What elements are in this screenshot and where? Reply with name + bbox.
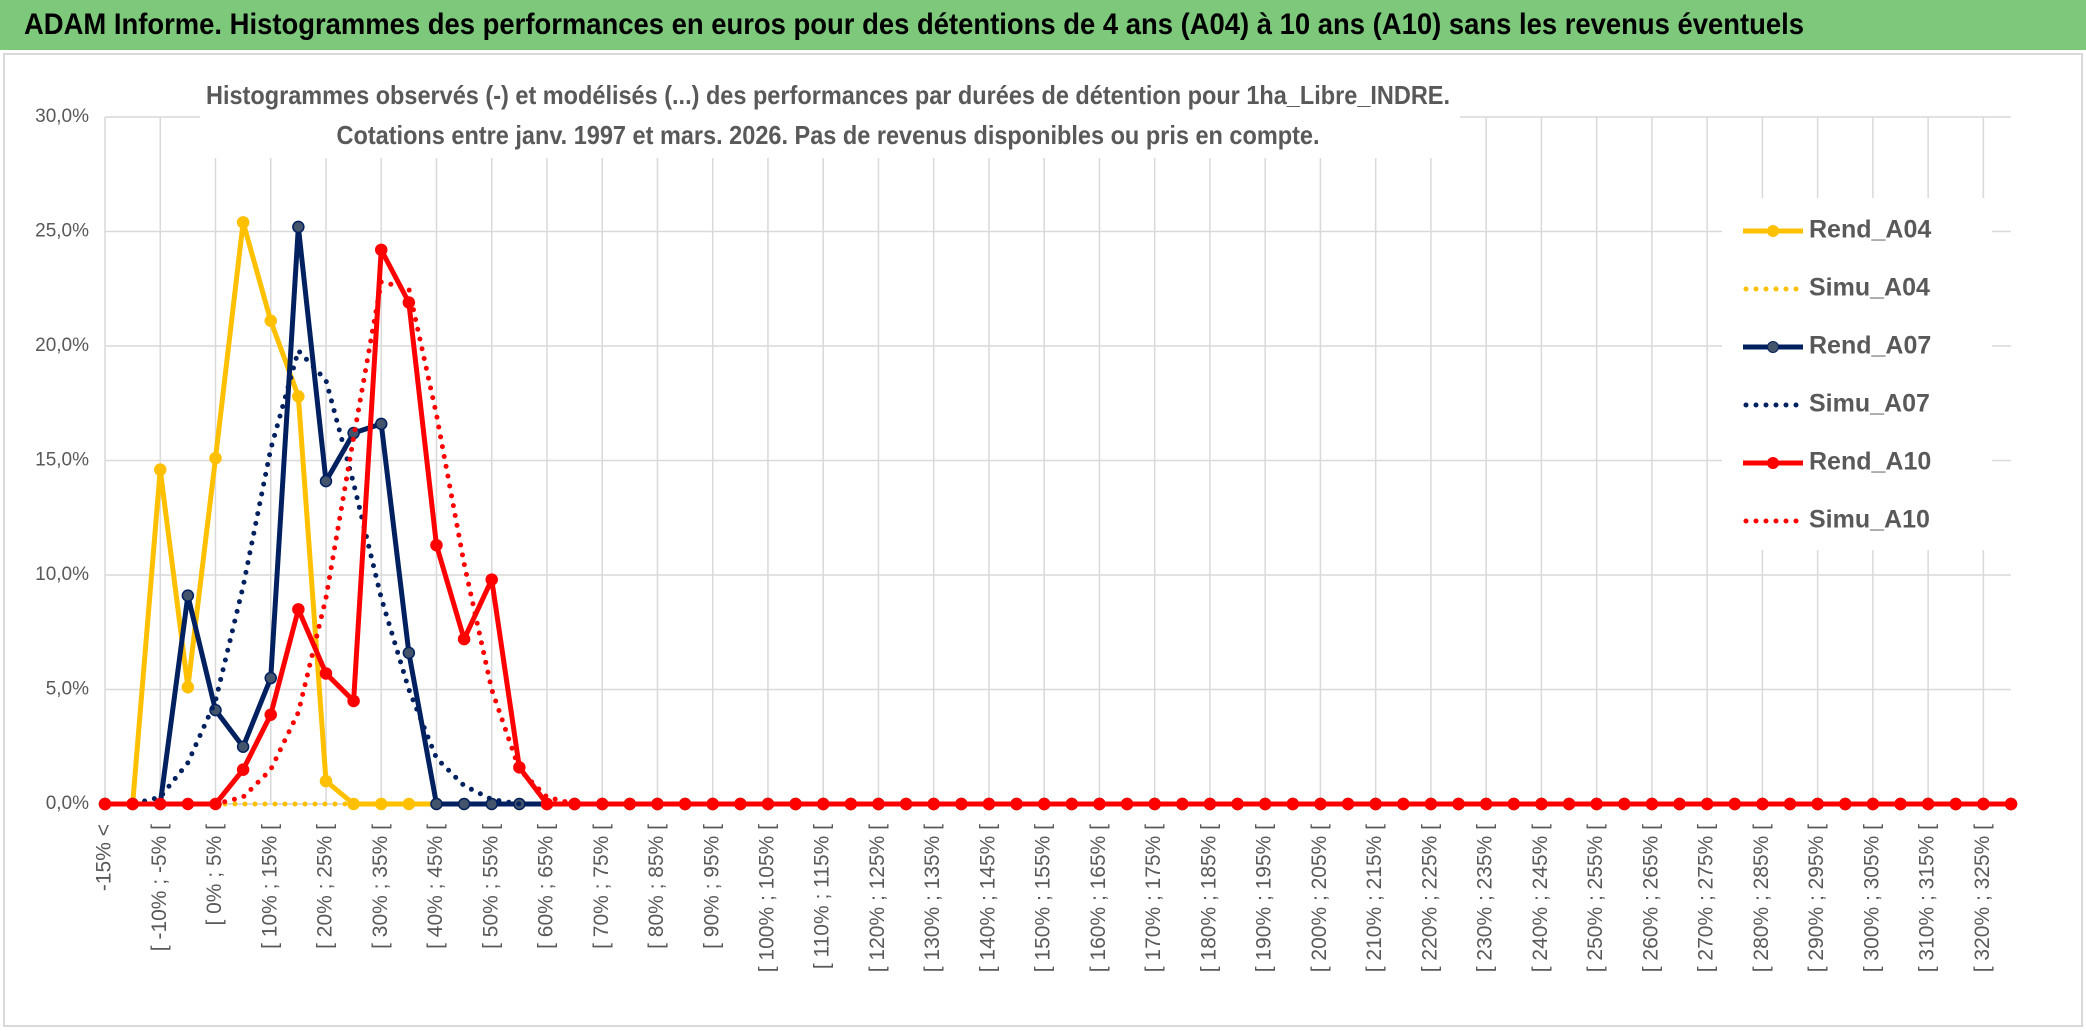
legend-marker	[1767, 225, 1779, 237]
x-tick-label: [ 240% ; 245% [	[1529, 824, 1552, 972]
x-tick-label: [ -10% ; -5% [	[148, 824, 171, 951]
x-tick-label: [ 30% ; 35% [	[369, 824, 392, 949]
series-line	[102, 279, 2014, 807]
x-tick-label: [ 220% ; 225% [	[1418, 824, 1441, 972]
chart-frame	[3, 53, 2083, 1027]
y-tick-label: 0,0%	[46, 793, 89, 814]
legend-label: Rend_A10	[1809, 448, 1931, 476]
x-tick-label: [ 180% ; 185% [	[1197, 824, 1220, 972]
x-tick-label: [ 310% ; 315% [	[1916, 824, 1939, 972]
y-tick-label: 5,0%	[46, 679, 89, 700]
x-tick-label: [ 150% ; 155% [	[1032, 824, 1055, 972]
x-tick-label: [ 10% ; 15% [	[258, 824, 281, 949]
point	[264, 708, 277, 721]
x-tick-label: [ 270% ; 275% [	[1695, 824, 1718, 972]
point	[347, 694, 360, 708]
point	[319, 474, 333, 488]
subtitle: Histogrammes observés (-) et modélisés (…	[206, 80, 1450, 110]
point	[430, 797, 443, 811]
point	[457, 797, 471, 811]
x-tick-label: [ 90% ; 95% [	[700, 824, 723, 949]
legend-label: Rend_A07	[1809, 332, 1931, 360]
x-tick-label: [ 50% ; 55% [	[479, 824, 502, 949]
y-tick-label: 20,0%	[35, 335, 89, 356]
legend-box	[1722, 198, 1992, 550]
point	[430, 538, 443, 552]
chart-title: ADAM Informe. Histogrammes des performan…	[24, 8, 1804, 41]
x-tick-label: [ 230% ; 235% [	[1474, 824, 1497, 972]
x-tick-label: [ 120% ; 125% [	[866, 824, 889, 972]
legend-label: Simu_A10	[1809, 506, 1930, 534]
x-tick-label: [ 280% ; 285% [	[1750, 824, 1773, 972]
point	[236, 763, 250, 776]
x-tick-label: [ 20% ; 25% [	[314, 824, 337, 949]
point	[181, 589, 195, 602]
point	[2004, 797, 2018, 811]
x-tick-label: -15% <	[93, 824, 116, 891]
point	[319, 774, 333, 788]
point	[236, 216, 250, 229]
x-tick-label: [ 170% ; 175% [	[1142, 824, 1165, 972]
point	[540, 797, 554, 811]
x-tick-label: [ 130% ; 135% [	[921, 824, 944, 972]
x-tick-label: [ 80% ; 85% [	[645, 824, 668, 949]
legend-marker	[1767, 341, 1779, 353]
x-tick-label: [ 260% ; 265% [	[1639, 824, 1662, 972]
x-tick-label: [ 290% ; 295% [	[1805, 824, 1828, 972]
legend-label: Rend_A04	[1809, 216, 1931, 244]
subtitle-box	[200, 76, 1460, 158]
x-tick-label: [ 320% ; 325% [	[1971, 824, 1994, 972]
y-tick-label: 25,0%	[35, 221, 89, 242]
x-tick-label: [ 210% ; 215% [	[1363, 824, 1386, 972]
point	[236, 740, 250, 753]
y-tick-label: 10,0%	[35, 564, 89, 585]
point	[319, 667, 333, 680]
point	[374, 417, 388, 431]
x-tick-label: [ 100% ; 105% [	[756, 824, 779, 972]
x-tick-label: [ 140% ; 145% [	[976, 824, 999, 972]
point	[374, 243, 388, 257]
x-tick-label: [ 160% ; 165% [	[1087, 824, 1110, 972]
point	[153, 463, 167, 476]
point	[209, 451, 222, 465]
x-tick-label: [ 70% ; 75% [	[590, 824, 613, 949]
legend-label: Simu_A04	[1809, 274, 1930, 302]
point	[292, 220, 305, 234]
title-bar	[0, 0, 2086, 50]
legend-marker	[1767, 457, 1779, 469]
x-tick-label: [ 190% ; 195% [	[1253, 824, 1276, 972]
legend-label: Simu_A07	[1809, 390, 1930, 418]
x-tick-label: [ 40% ; 45% [	[424, 824, 447, 949]
point	[485, 573, 498, 586]
x-tick-label: [ 300% ; 305% [	[1860, 824, 1883, 972]
x-tick-label: [ 60% ; 65% [	[535, 824, 558, 949]
y-tick-label: 30,0%	[35, 106, 89, 127]
point	[264, 671, 277, 685]
x-tick-label: [ 250% ; 255% [	[1584, 824, 1607, 972]
y-tick-label: 15,0%	[35, 450, 89, 471]
point	[402, 646, 416, 660]
point	[181, 680, 195, 694]
x-tick-label: [ 200% ; 205% [	[1308, 824, 1331, 972]
x-tick-label: [ 110% ; 115% [	[811, 824, 834, 969]
x-tick-label: [ 0% ; 5% [	[203, 824, 226, 926]
point	[292, 603, 305, 616]
point	[264, 314, 277, 328]
point	[292, 390, 305, 403]
point	[457, 632, 471, 646]
subtitle: Cotations entre janv. 1997 et mars. 2026…	[337, 120, 1320, 150]
